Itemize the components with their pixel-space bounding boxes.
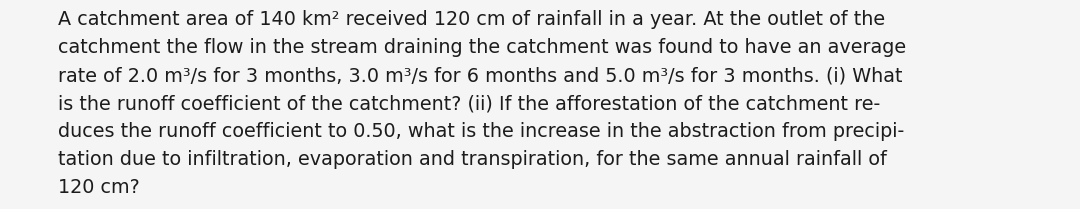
Text: A catchment area of 140 km² received 120 cm of rainfall in a year. At the outlet: A catchment area of 140 km² received 120… xyxy=(58,10,886,29)
Text: duces the runoff coefficient to 0.50, what is the increase in the abstraction fr: duces the runoff coefficient to 0.50, wh… xyxy=(58,122,904,141)
Text: is the runoff coefficient of the catchment? (ii) If the afforestation of the cat: is the runoff coefficient of the catchme… xyxy=(58,94,880,113)
Text: catchment the flow in the stream draining the catchment was found to have an ave: catchment the flow in the stream drainin… xyxy=(58,38,906,57)
Text: 120 cm?: 120 cm? xyxy=(58,178,139,197)
Text: rate of 2.0 m³/s for 3 months, 3.0 m³/s for 6 months and 5.0 m³/s for 3 months. : rate of 2.0 m³/s for 3 months, 3.0 m³/s … xyxy=(58,66,903,85)
Text: tation due to infiltration, evaporation and transpiration, for the same annual r: tation due to infiltration, evaporation … xyxy=(58,150,887,169)
